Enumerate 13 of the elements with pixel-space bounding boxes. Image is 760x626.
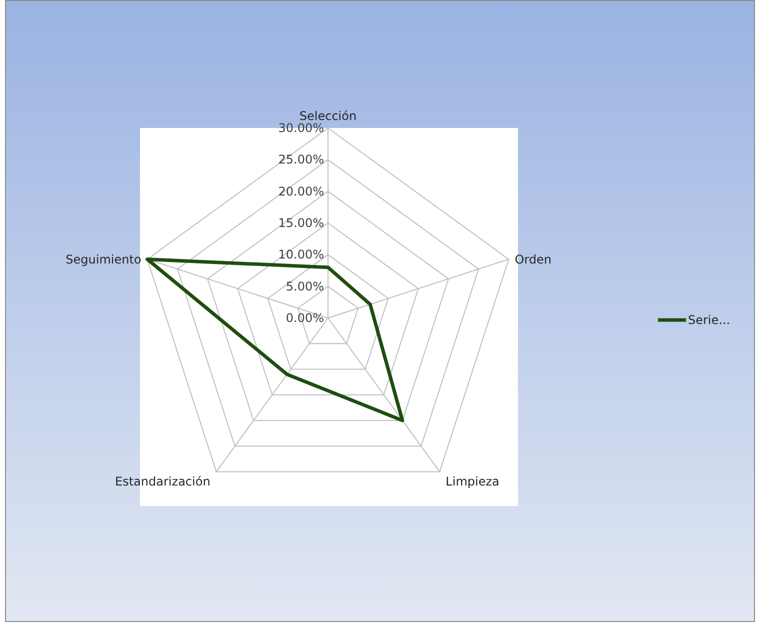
y-tick-label: 10.00% (278, 248, 324, 262)
y-tick-label: 25.00% (278, 152, 324, 167)
y-tick-label: 5.00% (286, 279, 324, 294)
y-tick-label: 15.00% (278, 216, 324, 230)
y-tick-label: 30.00% (278, 121, 324, 135)
spoke-label: Estandarización (115, 474, 210, 489)
spoke-label: Orden (514, 252, 552, 266)
y-tick-label: 0.00% (286, 311, 324, 325)
legend-label: Serie... (688, 313, 730, 327)
spoke-label: Limpieza (446, 474, 500, 489)
spoke-label: Selección (299, 109, 357, 123)
y-tick-label: 20.00% (278, 184, 324, 198)
spoke-label: Seguimiento (66, 252, 142, 266)
